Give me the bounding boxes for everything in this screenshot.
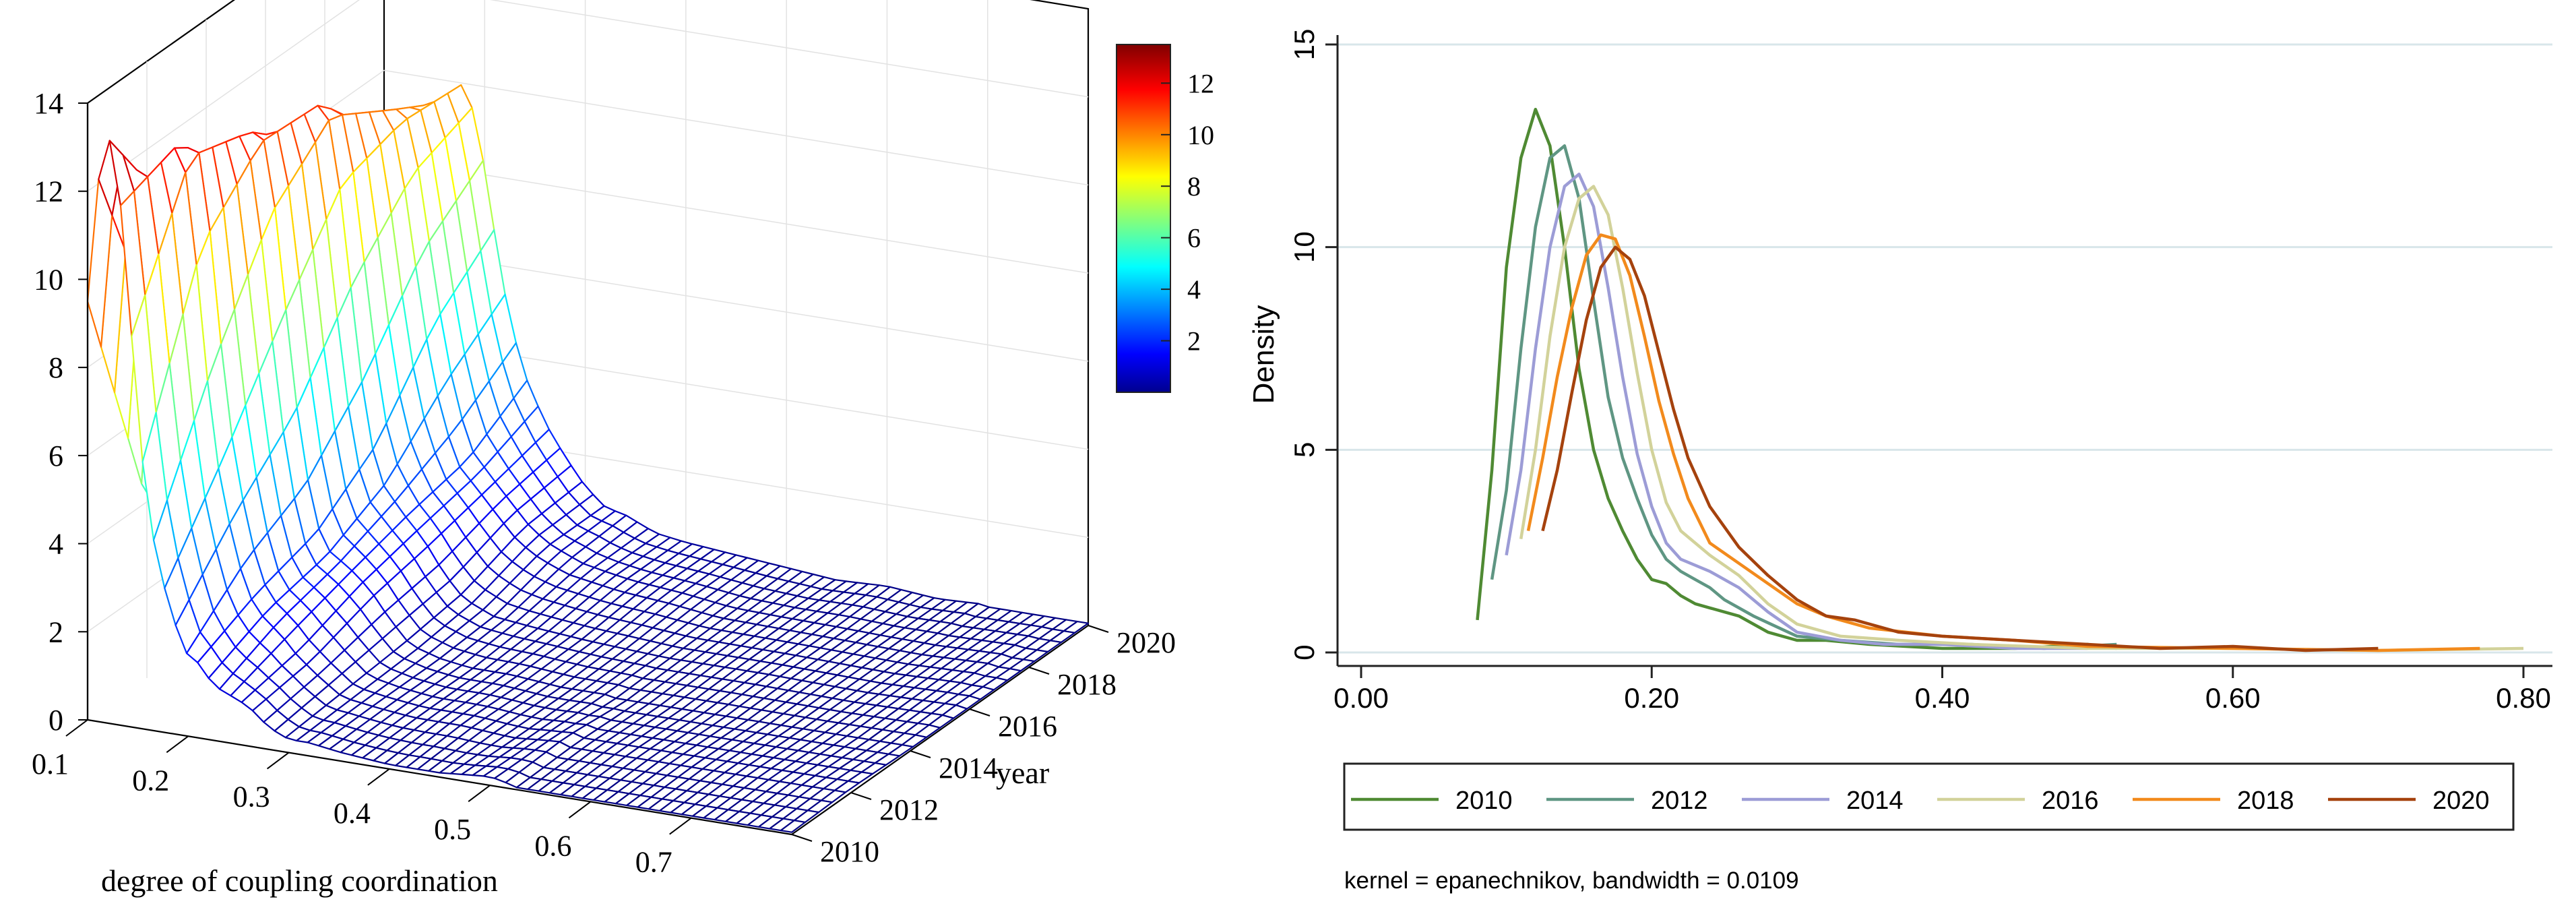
kde-gridlines — [1338, 43, 2552, 654]
surface-x-tick-mark — [367, 768, 390, 786]
kde-x-tick-label: 0.40 — [1915, 682, 1970, 714]
legend-label-2016: 2016 — [2042, 787, 2099, 815]
surface-x-tick-mark — [65, 719, 88, 737]
colorbar — [1116, 44, 1171, 393]
surface-year-axis-label: year — [996, 756, 1049, 790]
surface-year-axis — [791, 625, 1089, 835]
colorbar-tick-label: 4 — [1187, 274, 1201, 305]
surface-year-tick-mark — [1028, 667, 1050, 675]
surface-z-tick-label: 4 — [49, 528, 63, 561]
surface-x-tick-mark — [266, 752, 290, 770]
surface-z-ticks: 0 2 4 6 8 10 12 14 — [34, 87, 88, 737]
legend-label-2014: 2014 — [1846, 787, 1904, 815]
kde-y-tick-label: 10 — [1288, 231, 1320, 263]
surface-year-tick-mark — [791, 834, 813, 842]
surface-x-tick-mark — [568, 801, 592, 819]
kde-x-tick-label: 0.80 — [2496, 682, 2551, 714]
surface-z-tick-label: 8 — [49, 351, 63, 384]
kde-line-2020 — [1541, 245, 2379, 652]
surface-year-tick-label: 2018 — [1057, 668, 1117, 701]
colorbar-tick-label: 8 — [1187, 171, 1201, 202]
surface-x-tick-mark — [166, 735, 189, 754]
surface-x-tick-mark — [468, 785, 491, 802]
surface-cell — [780, 820, 807, 833]
kde-line-2014 — [1505, 173, 2088, 650]
surface-z-tick-label: 6 — [49, 439, 63, 472]
surface-z-tick-label: 0 — [49, 704, 63, 737]
kde-series-lines — [1476, 107, 2524, 652]
surface-year-tick-mark — [1088, 625, 1109, 633]
surface-wall-grid — [87, 0, 1089, 192]
surface-year-tick-mark — [969, 708, 991, 716]
surface-year-tick-label: 2020 — [1117, 626, 1176, 659]
kde-y-axis-label: Density — [1247, 305, 1280, 404]
surface-x-tick-label: 0.2 — [132, 764, 169, 797]
kde-axes — [1336, 35, 2552, 667]
kde-x-tick-label: 0.20 — [1624, 682, 1679, 714]
surface-z-tick-label: 2 — [49, 615, 63, 648]
legend-label-2020: 2020 — [2432, 787, 2490, 815]
surface-x-tick-label: 0.1 — [32, 747, 69, 781]
kde-y-tick-label: 5 — [1288, 442, 1320, 458]
kde-x-tick-label: 0.60 — [2205, 682, 2261, 714]
surface-x-tick-label: 0.3 — [233, 781, 270, 814]
surface-x-axis — [87, 719, 792, 836]
colorbar-tick-label: 2 — [1187, 326, 1201, 357]
surface-x-tick-mark — [669, 817, 692, 835]
surface-year-tick-mark — [910, 750, 931, 758]
kde-y-tick-label: 0 — [1288, 644, 1320, 660]
surface-x-ticks: 0.1 0.2 0.3 0.4 0.5 0.6 0.7 — [32, 719, 692, 879]
surface-axes — [86, 103, 1089, 836]
kde-legend: 2010 2012 2014 2016 2018 2020 — [1351, 787, 2490, 815]
kde-x-ticks: 0.00 0.20 0.40 0.60 0.80 — [1333, 666, 2551, 714]
surface-year-tick-label: 2014 — [939, 752, 998, 785]
colorbar-tick-label: 6 — [1187, 223, 1201, 253]
surface-year-tick-mark — [850, 792, 872, 800]
legend-label-2018: 2018 — [2237, 787, 2294, 815]
surface-x-tick-label: 0.6 — [534, 829, 571, 862]
colorbar-tick-label: 12 — [1187, 68, 1214, 98]
kde-y-ticks: 0 5 10 15 — [1288, 29, 1338, 661]
surface-year-tick-label: 2012 — [879, 793, 939, 826]
surface-chart: 0.1 0.2 0.3 0.4 0.5 0.6 0.7 201020122014201620… — [32, 0, 1214, 898]
kde-chart: 0 5 10 15 0.00 0.20 0.40 0.60 0.80 Density 2010… — [1247, 29, 2552, 894]
kde-line-2016 — [1519, 185, 2524, 652]
surface-year-tick-label: 2016 — [998, 710, 1057, 743]
kde-note: kernel = epanechnikov, bandwidth = 0.010… — [1344, 867, 1799, 894]
surface-z-tick-label: 10 — [34, 263, 63, 296]
kde-legend-box — [1343, 762, 2515, 831]
kde-x-tick-label: 0.00 — [1333, 682, 1389, 714]
legend-label-2012: 2012 — [1651, 787, 1708, 815]
surface-x-tick-label: 0.7 — [635, 846, 672, 879]
surface-x-tick-label: 0.5 — [434, 813, 471, 846]
surface-x-tick-label: 0.4 — [334, 797, 371, 830]
surface-mesh — [86, 84, 1090, 833]
surface-year-tick-label: 2010 — [820, 835, 879, 868]
legend-label-2010: 2010 — [1455, 787, 1513, 815]
colorbar-tick-label: 10 — [1187, 120, 1214, 150]
surface-z-tick-label: 12 — [34, 175, 63, 208]
surface-z-tick-label: 14 — [34, 87, 63, 120]
colorbar-ticks: 2 4 6 8 10 12 — [1161, 68, 1214, 357]
surface-x-axis-label: degree of coupling coordination — [101, 863, 498, 898]
kde-y-tick-label: 15 — [1288, 29, 1320, 61]
